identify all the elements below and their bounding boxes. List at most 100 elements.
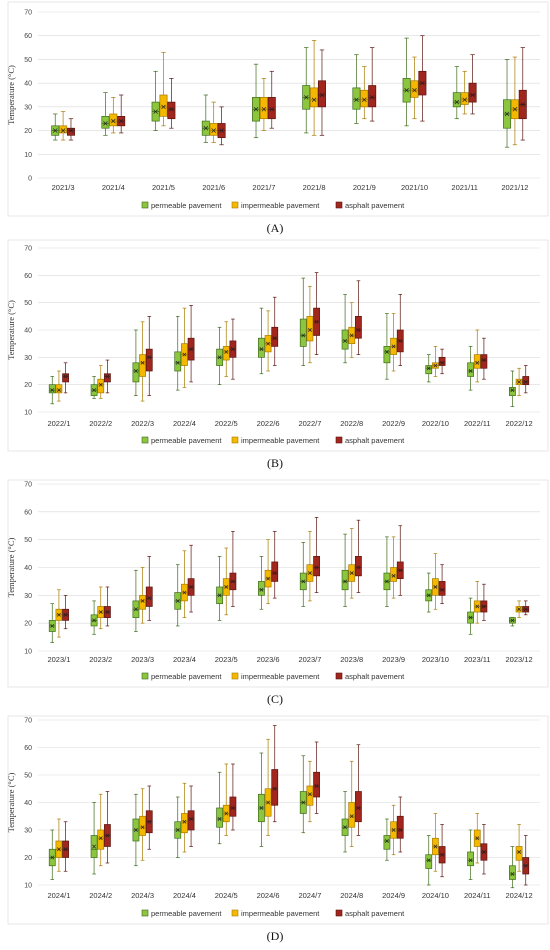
mean-marker [404,87,409,93]
box-permeable-pavement [509,617,516,627]
box-body [383,346,391,364]
mean-marker [175,598,180,603]
legend-label: permeable pavement [151,436,222,445]
mean-marker [343,338,348,343]
box-body [187,810,195,831]
box-body [145,586,153,607]
mean-marker [426,593,431,598]
mean-marker [356,328,361,332]
box-permeable-pavement [425,835,433,886]
box-permeable-pavement [201,94,210,143]
box-asphalt-pavement [271,296,279,366]
mean-marker [384,579,389,584]
box-permeable-pavement [341,294,349,364]
x-tick-label: 2024/3 [131,891,154,900]
box-body [62,373,69,383]
box-body [222,346,230,361]
x-tick-label: 2021/4 [102,183,125,192]
mean-marker [523,379,528,384]
chart-frame [7,239,549,452]
mean-marker [412,87,417,93]
mean-marker [307,328,312,332]
box-body [390,567,397,582]
mean-marker [105,833,110,838]
box-body [355,791,362,823]
mean-marker [153,109,158,114]
box-asphalt-pavement [438,824,446,878]
box-body [104,373,111,383]
x-tick-label: 2024/11 [464,891,491,900]
box-asphalt-pavement [522,365,530,394]
box-permeable-pavement [151,70,160,131]
box-permeable-pavement [48,376,56,405]
box-body [167,101,176,120]
y-tick-label: 50 [24,57,32,64]
legend-swatch [141,436,149,444]
x-tick-label: 2023/7 [298,655,321,664]
box-permeable-pavement [302,47,311,134]
mean-marker [512,106,518,112]
box-impermeable-pavement [390,536,397,599]
box-body [97,829,105,850]
box-permeable-pavement [216,771,223,845]
box-asphalt-pavement [145,315,153,396]
legend-label: permeable pavement [151,201,222,210]
box-asphalt-pavement [396,294,404,366]
box-permeable-pavement [383,536,391,607]
mean-marker [517,379,522,384]
legend-label: impermeable pavement [241,909,320,918]
box-permeable-pavement [467,346,474,391]
x-tick-label: 2022/12 [506,419,533,428]
x-tick-label: 2023/1 [47,655,70,664]
box-impermeable-pavement [432,813,439,872]
box-impermeable-pavement [97,793,105,867]
panel-label: (B) [267,456,283,470]
y-tick-label: 30 [24,104,32,111]
box-asphalt-pavement [522,600,530,616]
mean-marker [68,128,74,133]
y-tick-label: 60 [24,745,32,752]
legend-swatch [231,672,239,680]
mean-marker [314,784,319,788]
box-body [317,80,326,108]
box-impermeable-pavement [55,370,63,402]
mean-marker [468,858,473,863]
box-asphalt-pavement [187,785,195,847]
box-body [109,113,118,127]
box-body [509,387,516,396]
box-asphalt-pavement [62,362,69,394]
x-tick-label: 2022/2 [89,419,112,428]
y-tick-label: 60 [24,509,32,516]
mean-marker [468,615,473,620]
box-impermeable-pavement [97,365,105,399]
box-impermeable-pavement [473,329,481,383]
box-body [368,85,377,108]
box-permeable-pavement [258,752,265,847]
box-asphalt-pavement [480,824,488,875]
box-permeable-pavement [174,796,182,858]
x-tick-label: 2024/1 [47,891,70,900]
box-impermeable-pavement [348,302,356,358]
y-tick-label: 30 [24,593,32,600]
legend-label: impermeable pavement [241,201,320,210]
mean-marker [354,97,359,103]
y-tick-label: 40 [24,81,32,88]
mean-marker [481,850,486,854]
mean-marker [307,792,312,797]
legend-swatch [141,909,149,917]
mean-marker [63,847,68,852]
x-tick-label: 2024/2 [89,891,112,900]
mean-marker [481,358,486,363]
mean-marker [98,836,103,841]
mean-marker [440,360,445,365]
x-tick-label: 2021/7 [252,183,275,192]
box-permeable-pavement [216,326,223,386]
box-body [132,362,140,383]
box-impermeable-pavement [473,813,481,864]
mean-marker [272,571,277,576]
x-tick-label: 2022/5 [215,419,238,428]
legend-label: permeable pavement [151,672,222,681]
legend-swatch [141,672,149,680]
mean-marker [303,95,309,100]
box-body [216,807,223,828]
